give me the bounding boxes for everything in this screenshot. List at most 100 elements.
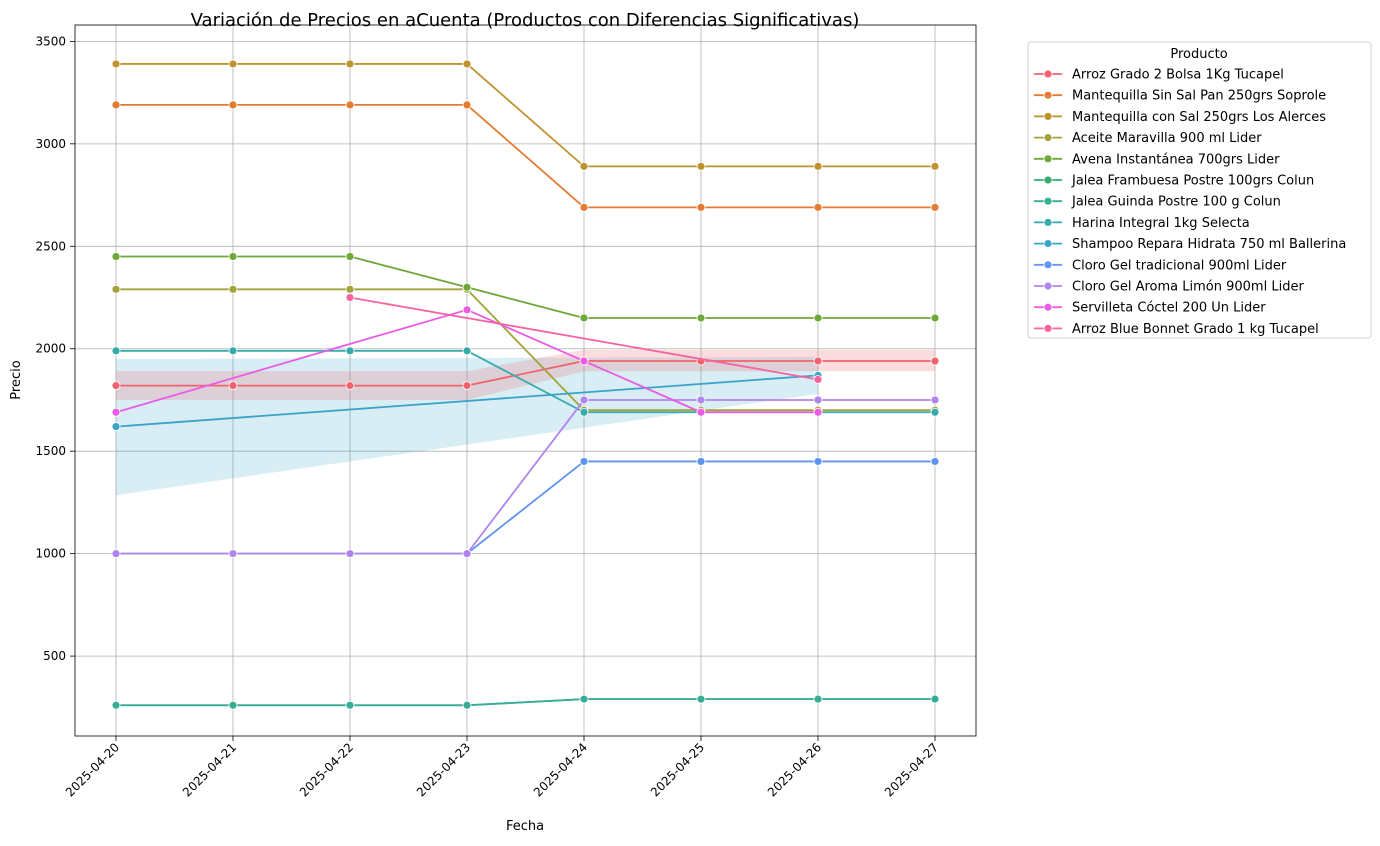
series-line — [116, 698, 935, 707]
data-point — [930, 395, 940, 405]
y-tick-label: 1000 — [35, 547, 66, 561]
y-tick-label: 3000 — [35, 137, 66, 151]
y-tick-label: 3500 — [35, 34, 66, 48]
x-tick-label: 2025-04-20 — [63, 740, 122, 799]
data-point — [345, 252, 355, 261]
data-point — [696, 694, 706, 704]
legend-label: Cloro Gel tradicional 900ml Lider — [1072, 258, 1287, 273]
y-tick-label: 500 — [43, 649, 66, 663]
data-point — [930, 313, 940, 323]
data-point — [930, 161, 940, 171]
series-line — [116, 399, 935, 555]
legend-marker — [1043, 133, 1053, 143]
data-point — [930, 202, 940, 212]
x-tick-label: 2025-04-24 — [531, 740, 590, 799]
legend-label: Jalea Frambuesa Postre 100grs Colun — [1071, 174, 1314, 189]
legend-marker — [1043, 323, 1053, 333]
confidence-band — [116, 356, 818, 496]
data-point — [579, 356, 589, 366]
data-point — [930, 694, 940, 704]
data-point — [696, 313, 706, 323]
legend-label: Servilleta Cóctel 200 Un Lider — [1072, 301, 1266, 316]
data-point — [813, 313, 823, 323]
x-tick-label: 2025-04-21 — [180, 740, 239, 799]
legend-label: Mantequilla con Sal 250grs Los Alerces — [1072, 110, 1326, 125]
data-point — [345, 346, 355, 356]
data-point — [111, 346, 121, 356]
legend-marker — [1043, 69, 1053, 79]
data-point — [462, 100, 472, 110]
data-point — [228, 700, 238, 710]
y-tick-label: 2500 — [35, 239, 66, 253]
data-point — [813, 457, 823, 466]
legend-label: Mantequilla Sin Sal Pan 250grs Soprole — [1072, 89, 1326, 104]
legend-label: Jalea Guinda Postre 100 g Colun — [1071, 195, 1281, 210]
data-point — [579, 161, 589, 171]
legend-label: Shampoo Repara Hidrata 750 ml Ballerina — [1072, 237, 1346, 252]
legend-label: Arroz Blue Bonnet Grado 1 kg Tucapel — [1072, 322, 1319, 337]
legend-label: Cloro Gel Aroma Limón 900ml Lider — [1072, 280, 1304, 295]
data-point — [462, 549, 472, 559]
data-point — [345, 293, 355, 302]
confidence-bands — [116, 349, 935, 496]
legend: Producto Arroz Grado 2 Bolsa 1Kg Tucapel… — [1027, 41, 1372, 339]
legend-label: Arroz Grado 2 Bolsa 1Kg Tucapel — [1072, 68, 1284, 83]
data-point — [462, 305, 472, 315]
data-point — [228, 252, 238, 261]
data-point — [111, 407, 121, 417]
legend-title: Producto — [1170, 47, 1227, 62]
data-point — [696, 161, 706, 171]
y-tick-label: 2000 — [35, 342, 66, 356]
legend-marker — [1043, 90, 1053, 100]
data-point — [579, 457, 589, 466]
series-lines — [111, 59, 940, 710]
data-point — [696, 395, 706, 405]
data-point — [813, 407, 823, 417]
data-point — [696, 202, 706, 212]
series-line — [116, 360, 935, 387]
data-point — [930, 407, 940, 417]
data-point — [111, 381, 121, 391]
data-point — [345, 284, 355, 294]
legend-label: Avena Instantánea 700grs Lider — [1072, 152, 1280, 167]
data-point — [579, 202, 589, 212]
data-point — [345, 381, 355, 391]
data-point — [111, 252, 121, 261]
x-tick-label: 2025-04-27 — [882, 740, 941, 799]
data-point — [462, 700, 472, 710]
series-line — [115, 374, 819, 428]
legend-marker — [1043, 302, 1053, 312]
data-point — [462, 59, 472, 69]
data-point — [696, 457, 706, 466]
legend-box — [1027, 41, 1372, 339]
data-point — [930, 356, 940, 366]
legend-marker — [1043, 217, 1053, 227]
data-point — [579, 694, 589, 704]
chart-title: Variación de Precios en aCuenta (Product… — [191, 10, 860, 31]
data-point — [228, 381, 238, 391]
data-point — [228, 549, 238, 559]
series-line — [116, 255, 935, 319]
data-point — [111, 59, 121, 69]
y-axis-label: Precio — [9, 360, 24, 399]
data-point — [111, 700, 121, 710]
grid — [75, 25, 976, 736]
data-point — [228, 100, 238, 110]
x-tick-label: 2025-04-26 — [765, 740, 824, 799]
legend-marker — [1043, 196, 1053, 206]
confidence-band — [116, 349, 935, 400]
legend-marker — [1043, 260, 1053, 270]
legend-marker — [1043, 154, 1053, 164]
data-point — [111, 284, 121, 294]
data-point — [813, 395, 823, 405]
data-point — [813, 356, 823, 366]
legend-items: Arroz Grado 2 Bolsa 1Kg Tucapel Mantequil… — [1034, 68, 1346, 337]
data-point — [345, 59, 355, 69]
x-tick-label: 2025-04-23 — [414, 740, 473, 799]
data-point — [462, 381, 472, 391]
data-point — [579, 313, 589, 323]
data-point — [813, 694, 823, 704]
legend-marker — [1043, 239, 1053, 249]
